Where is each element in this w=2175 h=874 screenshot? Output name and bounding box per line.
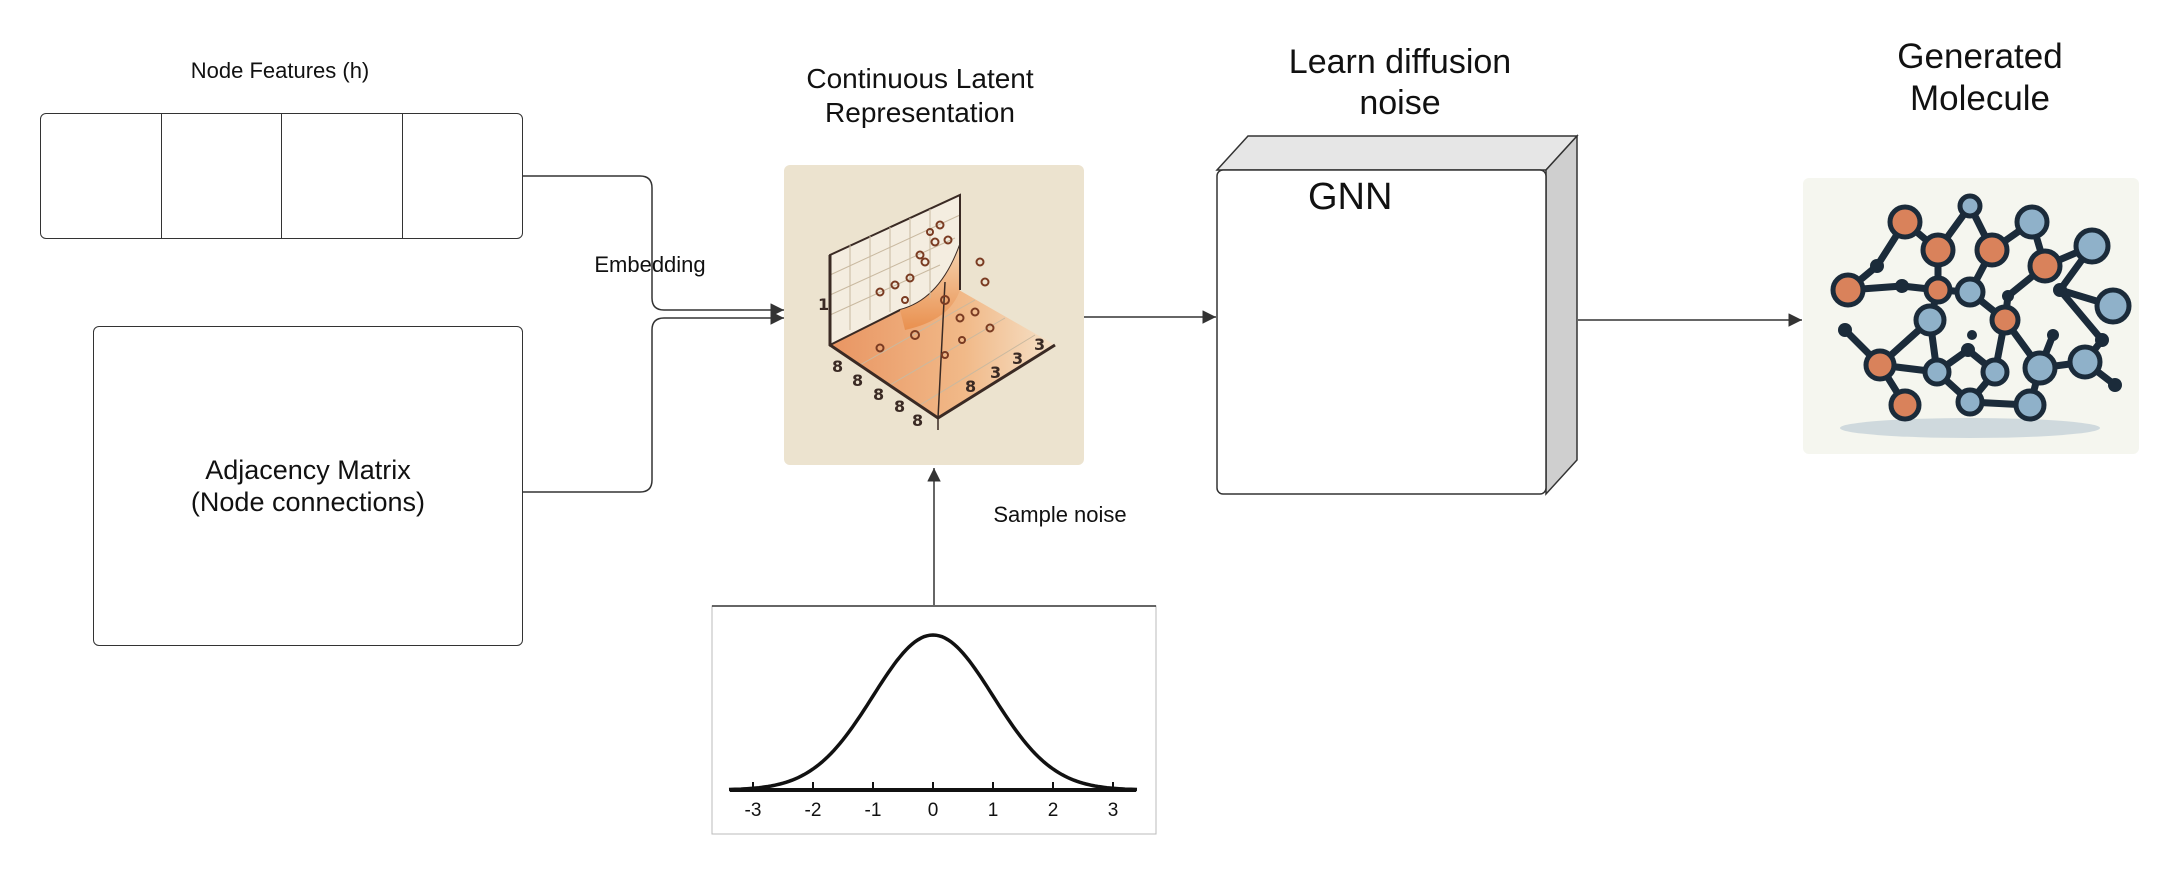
- feature-cell: [282, 114, 403, 238]
- gaussian-curve: [728, 633, 1138, 792]
- svg-text:8: 8: [852, 371, 863, 390]
- molecule-atom: [1920, 232, 1956, 268]
- svg-text:1: 1: [818, 295, 829, 314]
- molecule-atom: [2094, 287, 2132, 325]
- molecule-atom: [2002, 290, 2014, 302]
- molecule-atom: [2095, 333, 2109, 347]
- molecule-atom: [2022, 350, 2058, 386]
- adjacency-to-latent-connector: [523, 311, 784, 493]
- svg-text:3: 3: [1012, 349, 1023, 368]
- learn-noise-title: Learn diffusion noise: [1288, 43, 1512, 122]
- molecule-atom: [1838, 323, 1852, 337]
- gnn-cube-front: [1216, 169, 1547, 495]
- svg-text:8: 8: [873, 385, 884, 404]
- gaussian-distribution: -3 -2 -1 0 1 2 3: [711, 605, 1157, 835]
- svg-text:8: 8: [832, 357, 843, 376]
- gaussian-tick-label: -1: [865, 800, 882, 821]
- generated-molecule-title: Generated Molecule: [1897, 37, 2063, 118]
- molecule-atom: [1954, 276, 1986, 308]
- features-to-latent-connector: [523, 175, 784, 317]
- molecule-atom: [1980, 357, 2010, 387]
- gaussian-tick-label: 3: [1108, 800, 1119, 821]
- sample-noise-label: Sample noise: [993, 502, 1127, 527]
- gaussian-tick-label: 1: [988, 800, 999, 821]
- gnn-cube-top: [1215, 135, 1579, 171]
- molecule-atom: [2014, 204, 2050, 240]
- molecule-atom: [1913, 303, 1947, 337]
- latent-title: Continuous Latent Representation: [806, 63, 1034, 128]
- molecule-atom: [1922, 357, 1952, 387]
- svg-text:8: 8: [912, 411, 923, 430]
- molecule-atom: [1957, 193, 1983, 219]
- molecule-atom: [2067, 344, 2103, 380]
- gaussian-axis-ticks: -3 -2 -1 0 1 2 3: [745, 782, 1119, 821]
- molecule-atom: [2073, 227, 2111, 265]
- molecule-atom: [1863, 348, 1897, 382]
- embedding-label: Embedding: [594, 252, 706, 277]
- molecule-atom: [1830, 272, 1866, 308]
- gnn-cube-side: [1545, 134, 1578, 496]
- feature-cell: [162, 114, 282, 238]
- molecule-atom: [2053, 283, 2067, 297]
- molecule-atom: [1923, 275, 1953, 305]
- molecule-bond: [2056, 286, 2106, 344]
- molecule-atom: [1870, 259, 1884, 273]
- molecule-atom: [1961, 343, 1975, 357]
- molecule-atom: [1989, 304, 2021, 336]
- gaussian-tick-label: -3: [745, 800, 762, 821]
- adjacency-matrix-box: Adjacency Matrix (Node connections): [93, 326, 523, 646]
- svg-text:3: 3: [1034, 335, 1045, 354]
- gaussian-tick-label: 2: [1048, 800, 1059, 821]
- svg-text:8: 8: [894, 397, 905, 416]
- gaussian-tick-label: 0: [928, 800, 939, 821]
- molecule-atom: [2108, 378, 2122, 392]
- molecule-atom: [2047, 329, 2059, 341]
- molecule-atom: [1888, 388, 1922, 422]
- node-features-label: Node Features (h): [190, 58, 370, 83]
- molecule-atom: [1887, 204, 1923, 240]
- node-features-box: [40, 113, 523, 239]
- feature-cell: [41, 114, 162, 238]
- molecule-atom: [1974, 232, 2010, 268]
- molecule-illustration: [1803, 178, 2139, 454]
- molecule-atom: [2027, 248, 2063, 284]
- latent-space-illustration: 888 88 833 31: [784, 165, 1084, 465]
- gaussian-tick-label: -2: [805, 800, 822, 821]
- molecule-atom: [1955, 387, 1985, 417]
- svg-text:3: 3: [990, 363, 1001, 382]
- molecule-atom: [1967, 330, 1977, 340]
- molecule-atom: [1895, 279, 1909, 293]
- svg-text:8: 8: [965, 377, 976, 396]
- gnn-block: GNN: [1215, 134, 1579, 496]
- molecule-atom: [2013, 388, 2047, 422]
- gnn-label: GNN: [1308, 176, 1392, 218]
- adjacency-matrix-label: Adjacency Matrix (Node connections): [190, 454, 426, 517]
